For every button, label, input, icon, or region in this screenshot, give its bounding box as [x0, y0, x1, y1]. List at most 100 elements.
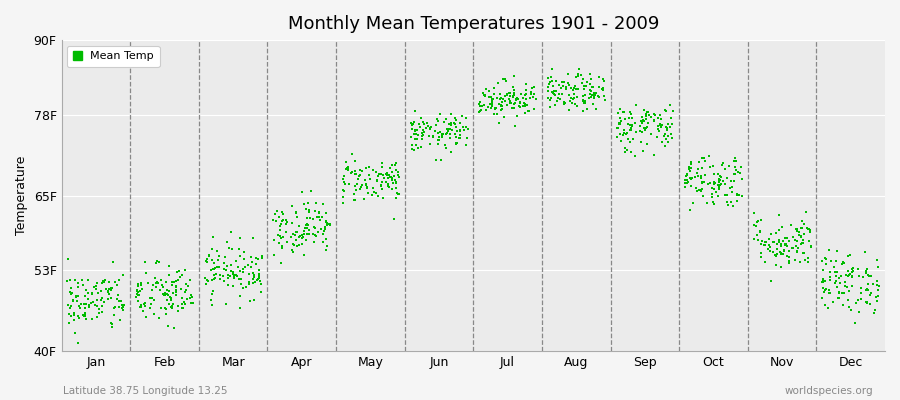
Point: [546, 90, 561, 96]
Point: [657, 131, 671, 138]
Point: [269, 218, 284, 224]
Point: [241, 270, 256, 277]
Point: [146, 282, 160, 288]
Point: [842, 272, 856, 278]
Point: [84, 300, 98, 306]
Point: [342, 181, 356, 188]
Point: [164, 304, 178, 310]
Point: [116, 304, 130, 310]
Point: [822, 287, 836, 293]
Point: [697, 178, 711, 185]
Point: [69, 298, 84, 304]
Point: [432, 137, 446, 144]
Point: [408, 127, 422, 133]
Point: [351, 176, 365, 182]
Point: [845, 268, 859, 275]
Point: [561, 70, 575, 77]
Point: [457, 127, 472, 133]
Point: [206, 276, 220, 282]
Point: [238, 264, 252, 270]
Point: [518, 96, 533, 102]
Point: [860, 300, 874, 307]
Point: [223, 273, 238, 280]
Point: [94, 303, 109, 309]
Point: [625, 122, 639, 128]
Point: [545, 83, 560, 89]
Point: [785, 244, 799, 251]
Point: [65, 290, 79, 296]
Point: [90, 279, 104, 286]
Point: [289, 237, 303, 243]
Point: [651, 126, 665, 132]
Point: [221, 282, 236, 288]
Point: [734, 175, 749, 182]
Point: [220, 274, 235, 281]
Point: [634, 118, 648, 124]
Point: [846, 267, 860, 274]
Point: [163, 294, 177, 300]
Point: [95, 278, 110, 284]
Point: [102, 290, 116, 297]
Point: [832, 280, 847, 286]
Point: [796, 240, 810, 246]
Point: [389, 179, 403, 186]
Point: [832, 294, 847, 301]
Point: [479, 86, 493, 92]
Point: [660, 125, 674, 131]
Point: [521, 108, 535, 114]
Point: [660, 126, 674, 133]
Point: [86, 316, 100, 322]
Point: [63, 277, 77, 283]
Point: [551, 95, 565, 101]
Point: [289, 210, 303, 216]
Point: [292, 234, 306, 240]
Point: [306, 231, 320, 237]
Point: [348, 197, 363, 204]
Point: [842, 272, 856, 279]
Point: [405, 142, 419, 148]
Point: [450, 140, 464, 146]
Point: [388, 177, 402, 183]
Point: [597, 93, 611, 100]
Point: [508, 99, 523, 106]
Point: [664, 121, 679, 127]
Point: [407, 131, 421, 137]
Point: [706, 180, 721, 186]
Point: [800, 255, 814, 261]
Point: [295, 234, 310, 240]
Point: [96, 299, 111, 305]
Point: [776, 238, 790, 244]
Point: [763, 231, 778, 237]
Point: [499, 76, 513, 83]
Point: [485, 98, 500, 104]
Point: [68, 294, 83, 300]
Point: [383, 165, 398, 171]
Point: [226, 270, 240, 277]
Point: [634, 139, 648, 146]
Point: [854, 290, 868, 296]
Point: [552, 90, 566, 97]
Point: [618, 130, 633, 137]
Point: [224, 246, 238, 252]
Point: [500, 102, 515, 108]
Point: [851, 273, 866, 280]
Point: [827, 264, 842, 271]
Point: [300, 221, 314, 227]
Point: [436, 131, 450, 137]
Point: [101, 296, 115, 302]
Point: [131, 292, 146, 298]
Point: [170, 277, 184, 283]
Point: [431, 117, 446, 124]
Point: [592, 94, 607, 100]
Point: [166, 279, 181, 285]
Point: [815, 276, 830, 283]
Point: [77, 293, 92, 299]
Text: Latitude 38.75 Longitude 13.25: Latitude 38.75 Longitude 13.25: [63, 386, 228, 396]
Point: [797, 250, 812, 257]
Point: [156, 290, 170, 297]
Point: [438, 145, 453, 151]
Point: [678, 183, 692, 190]
Point: [337, 172, 351, 179]
Point: [792, 232, 806, 238]
Point: [301, 222, 315, 228]
